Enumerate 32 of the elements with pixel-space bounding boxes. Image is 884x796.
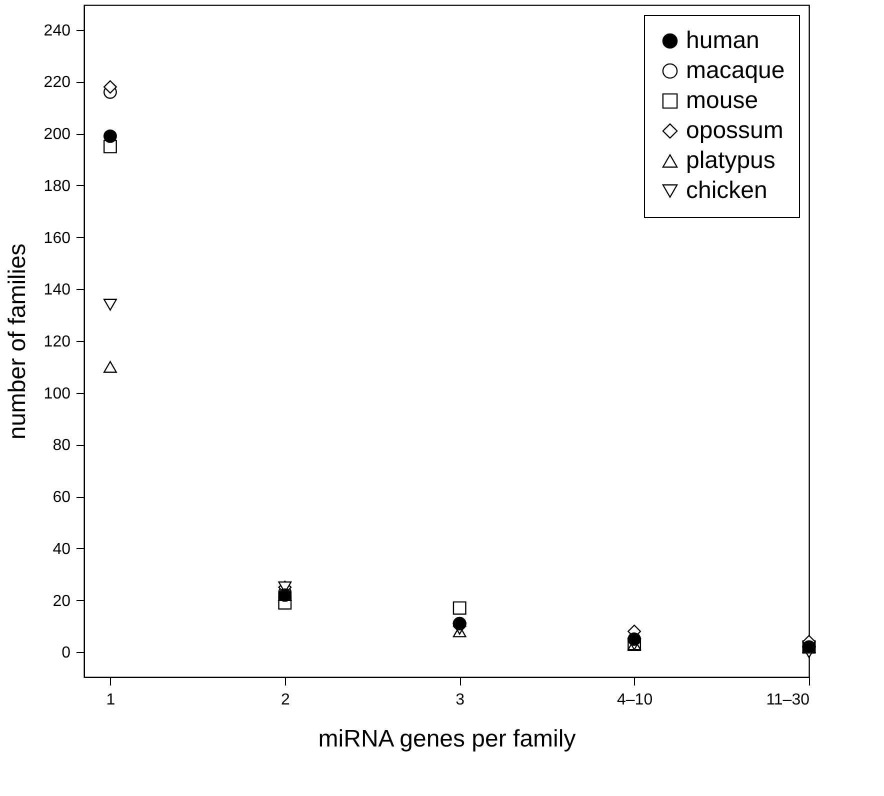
y-tick-label: 80 bbox=[52, 437, 71, 454]
x-tick-label: 11–30 bbox=[766, 692, 810, 708]
point bbox=[103, 298, 117, 311]
point bbox=[452, 601, 466, 615]
x-tick-label: 4–10 bbox=[617, 692, 653, 708]
x-tick-label: 2 bbox=[280, 692, 290, 708]
y-tick-label: 180 bbox=[44, 178, 71, 195]
point bbox=[103, 80, 117, 94]
y-tick-label: 0 bbox=[62, 644, 71, 662]
y-tick-label: 160 bbox=[44, 230, 71, 247]
x-tick-label: 3 bbox=[456, 692, 465, 708]
point bbox=[103, 361, 117, 373]
legend-label: human bbox=[686, 27, 760, 54]
point bbox=[103, 129, 117, 143]
legend-label: chicken bbox=[686, 177, 768, 204]
y-tick-label: 240 bbox=[44, 22, 71, 40]
y-tick-label: 100 bbox=[44, 385, 71, 402]
y-tick-label: 200 bbox=[44, 126, 71, 144]
y-tick-label: 40 bbox=[52, 540, 71, 558]
y-axis-title: number of families bbox=[4, 243, 31, 440]
y-tick-label: 20 bbox=[52, 592, 71, 610]
legend-label: platypus bbox=[686, 147, 776, 174]
y-tick-label: 220 bbox=[44, 74, 71, 92]
legend-label: mouse bbox=[686, 87, 758, 114]
x-axis-title: miRNA genes per family bbox=[318, 726, 576, 752]
point bbox=[628, 632, 642, 646]
y-tick-label: 140 bbox=[44, 282, 71, 299]
y-tick-label: 60 bbox=[52, 489, 71, 506]
legend-label: opossum bbox=[686, 117, 784, 144]
y-tick-label: 120 bbox=[44, 334, 71, 350]
legend-label: macaque bbox=[686, 57, 785, 84]
x-tick-label: 1 bbox=[106, 692, 116, 708]
